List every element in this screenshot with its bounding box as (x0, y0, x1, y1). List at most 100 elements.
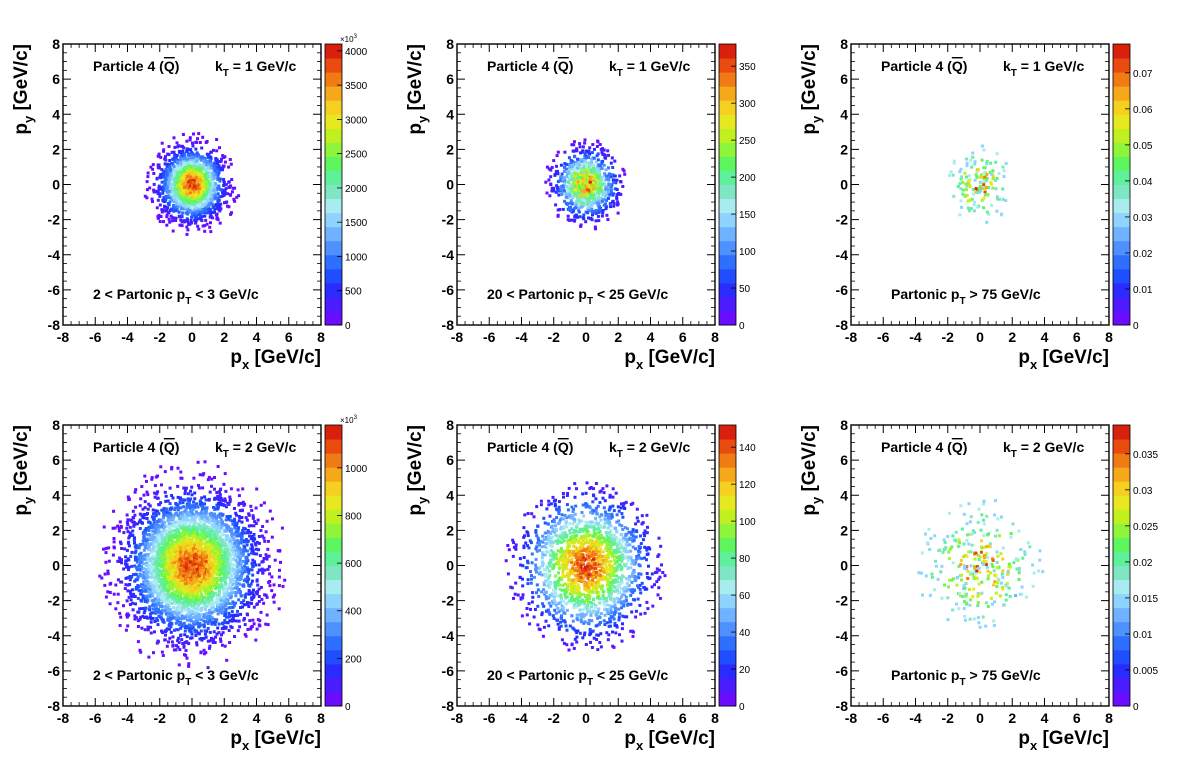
heatmap-bin (188, 209, 192, 213)
heatmap-bin (195, 212, 199, 216)
heatmap-bin (111, 526, 115, 530)
heatmap-bin (170, 180, 174, 184)
heatmap-bin (172, 136, 176, 140)
heatmap-bin (173, 197, 177, 201)
heatmap-bin (188, 138, 192, 142)
heatmap-bin (968, 185, 972, 189)
heatmap-bin (181, 211, 185, 215)
heatmap-bin (161, 171, 165, 175)
heatmap-bin (146, 171, 150, 175)
heatmap-bin (209, 221, 212, 225)
heatmap-bin (608, 182, 612, 186)
heatmap-bin (989, 182, 993, 186)
heatmap-bin (596, 164, 600, 168)
heatmap-bin (187, 201, 191, 205)
heatmap-bin (588, 162, 592, 166)
heatmap-bin (208, 490, 212, 494)
colorbar: 00.010.020.030.040.050.060.07 (1112, 43, 1153, 332)
heatmap-bin (198, 200, 202, 204)
heatmap-bin (185, 607, 188, 611)
heatmap-bin (144, 576, 148, 580)
heatmap-bin (554, 203, 558, 207)
heatmap-bin (211, 211, 214, 215)
heatmap-bin (205, 160, 209, 163)
heatmap-bin (596, 190, 600, 194)
heatmap-bin (172, 200, 176, 204)
heatmap-bin (583, 195, 587, 199)
heatmap-bin (574, 204, 578, 208)
heatmap-bin (184, 205, 188, 209)
heatmap-bin (187, 662, 191, 666)
heatmap-bin (982, 196, 986, 200)
colorbar-segment (719, 170, 736, 185)
heatmap-bin (605, 177, 609, 181)
heatmap-bin (975, 191, 979, 195)
heatmap-bin (612, 201, 616, 205)
heatmap-bin (577, 198, 581, 202)
heatmap-bin (268, 509, 272, 513)
heatmap-bin (591, 143, 595, 146)
heatmap-bin (219, 518, 223, 522)
heatmap-bin (181, 160, 185, 164)
heatmap-bin (220, 188, 223, 192)
x-tick-label: 4 (647, 329, 655, 345)
heatmap-bin (267, 554, 271, 558)
heatmap-bin (156, 189, 160, 193)
heatmap-bin (183, 498, 187, 502)
heatmap-bin (576, 157, 579, 161)
heatmap-bin (153, 620, 157, 623)
heatmap-bin (590, 218, 594, 222)
heatmap-bin (194, 176, 198, 180)
heatmap-bin (168, 159, 172, 162)
colorbar-segment (719, 198, 736, 214)
heatmap-bin (177, 177, 181, 181)
heatmap-bin (226, 192, 229, 196)
heatmap-bin (215, 217, 219, 221)
heatmap-bin (206, 187, 210, 191)
heatmap-bin (565, 162, 569, 166)
heatmap-bin (585, 171, 589, 174)
heatmap-bin (203, 156, 207, 160)
heatmap-bin (217, 198, 221, 202)
heatmap-bin (567, 181, 571, 185)
heatmap-bin (280, 526, 284, 530)
heatmap-bin (980, 158, 984, 162)
colorbar-segment (325, 86, 342, 101)
heatmap-bin (566, 218, 570, 222)
heatmap-bin (600, 199, 604, 203)
heatmap-bin (586, 176, 590, 180)
heatmap-bin (200, 215, 204, 219)
heatmap-bin (129, 554, 133, 558)
heatmap-bin (191, 195, 195, 199)
heatmap-bin (221, 191, 225, 195)
heatmap-bin (129, 598, 133, 602)
heatmap-bin (569, 189, 573, 193)
heatmap-bin (248, 590, 252, 594)
heatmap-bin (208, 208, 212, 212)
heatmap-bin (208, 203, 212, 207)
heatmap-bin (189, 155, 193, 159)
pt-cut-pre: 2 < Partonic p (93, 286, 185, 302)
heatmap-bin (174, 219, 178, 222)
heatmap-bin (556, 186, 560, 190)
heatmap-bin (961, 188, 965, 192)
colorbar-segment (1113, 72, 1130, 87)
heatmap-bin (206, 626, 210, 630)
heatmap-bin (966, 206, 970, 210)
heatmap-bin (186, 168, 189, 172)
heatmap-bin (210, 202, 214, 206)
heatmap-bin (597, 206, 601, 210)
heatmap-bin (158, 187, 162, 191)
colorbar-segment (719, 58, 736, 73)
heatmap-bin (177, 617, 181, 620)
heatmap-bin (173, 606, 177, 610)
heatmap-bin (1004, 199, 1008, 202)
pt-cut-sub: T (185, 296, 191, 307)
heatmap-bin (578, 142, 582, 146)
heatmap-bin (202, 200, 206, 204)
colorbar-tick-label: 200 (739, 173, 756, 184)
heatmap-bin (582, 179, 586, 183)
heatmap-bin (583, 141, 587, 145)
colorbar-segment (325, 58, 342, 73)
